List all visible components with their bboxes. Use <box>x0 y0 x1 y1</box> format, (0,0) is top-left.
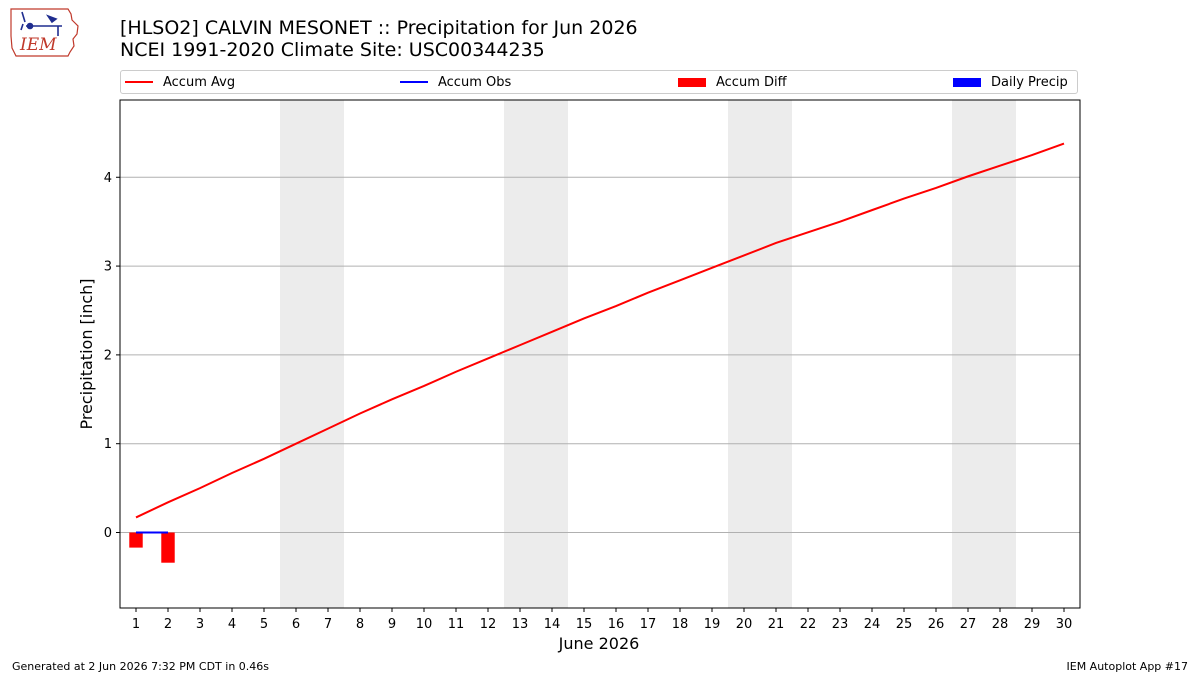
x-tick-label: 1 <box>132 617 140 632</box>
lines <box>135 142 1065 534</box>
x-tick-label: 7 <box>324 617 332 632</box>
x-tick-label: 10 <box>416 617 433 632</box>
x-tick-label: 24 <box>864 617 881 632</box>
x-tick-label: 28 <box>992 617 1009 632</box>
legend-swatch-accum-obs <box>400 81 428 83</box>
footer-generated-text: Generated at 2 Jun 2026 7:32 PM CDT in 0… <box>12 660 270 673</box>
legend-swatch-accum-diff <box>678 77 706 87</box>
chart-title: [HLSO2] CALVIN MESONET :: Precipitation … <box>120 17 638 39</box>
y-tick-label: 0 <box>104 526 112 541</box>
x-tick-label: 4 <box>228 617 236 632</box>
weekend-band <box>952 100 1016 608</box>
y-axis-label: Precipitation [inch] <box>77 278 96 429</box>
x-tick-label: 5 <box>260 617 268 632</box>
chart-subtitle: NCEI 1991-2020 Climate Site: USC00344235 <box>120 39 545 61</box>
legend-swatch-daily-precip <box>953 77 981 87</box>
x-tick-label: 11 <box>448 617 465 632</box>
x-tick-label: 15 <box>576 617 593 632</box>
x-axis-ticks: 1 2 3 4 5 6 7 8 9 10 11 12 13 14 15 16 17 18 19 20 21 22 23 24 2… <box>132 608 1072 632</box>
x-tick-label: 8 <box>356 617 364 632</box>
x-tick-label: 16 <box>608 617 625 632</box>
x-tick-label: 6 <box>292 617 300 632</box>
x-tick-label: 3 <box>196 617 204 632</box>
y-tick-label: 4 <box>104 171 112 186</box>
legend-item-daily-precip: Daily Precip <box>953 73 1068 91</box>
x-tick-label: 21 <box>768 617 785 632</box>
x-tick-label: 26 <box>928 617 945 632</box>
x-tick-label: 9 <box>388 617 396 632</box>
legend-swatch-accum-avg <box>125 81 153 83</box>
iowa-state-outline <box>10 8 79 57</box>
legend-label-accum-obs: Accum Obs <box>438 74 512 90</box>
chart-title-block: [HLSO2] CALVIN MESONET :: Precipitation … <box>120 17 638 61</box>
legend-item-accum-obs: Accum Obs <box>400 73 511 91</box>
legend: Accum Avg Accum Obs Accum Diff Daily Pre… <box>120 70 1078 94</box>
bar-accum-diff <box>129 532 143 548</box>
x-tick-label: 23 <box>832 617 849 632</box>
x-tick-label: 20 <box>736 617 753 632</box>
legend-item-accum-avg: Accum Avg <box>125 73 235 91</box>
x-tick-label: 18 <box>672 617 689 632</box>
x-tick-label: 12 <box>480 617 497 632</box>
x-tick-label: 17 <box>640 617 657 632</box>
x-tick-label: 22 <box>800 617 817 632</box>
logo-text: IEM <box>19 35 57 55</box>
x-tick-label: 30 <box>1056 617 1073 632</box>
y-tick-label: 2 <box>104 348 112 363</box>
legend-label-daily-precip: Daily Precip <box>991 74 1068 90</box>
legend-item-accum-diff: Accum Diff <box>678 73 787 91</box>
weekend-band <box>504 100 568 608</box>
y-gridlines <box>120 176 1080 534</box>
x-tick-label: 29 <box>1024 617 1041 632</box>
bar-accum-diff <box>161 532 175 563</box>
y-tick-label: 1 <box>104 437 112 452</box>
bars <box>129 532 175 563</box>
x-axis-label: June 2026 <box>558 634 640 653</box>
footer-app-text: IEM Autoplot App #17 <box>1066 660 1189 673</box>
weekend-band <box>280 100 344 608</box>
plot-frame <box>119 99 1081 609</box>
y-tick-label: 3 <box>104 260 112 275</box>
y-axis-ticks: 0 1 2 3 4 <box>104 171 120 541</box>
x-tick-label: 14 <box>544 617 561 632</box>
x-tick-label: 19 <box>704 617 721 632</box>
line-accum-avg <box>135 142 1065 519</box>
weather-station-icon <box>20 11 62 36</box>
weekend-shading <box>280 100 1016 608</box>
iem-logo: IEM <box>10 8 79 57</box>
legend-label-accum-diff: Accum Diff <box>716 74 787 90</box>
x-tick-label: 27 <box>960 617 977 632</box>
weekend-band <box>728 100 792 608</box>
x-tick-label: 13 <box>512 617 529 632</box>
x-tick-label: 25 <box>896 617 913 632</box>
legend-label-accum-avg: Accum Avg <box>163 74 236 90</box>
x-tick-label: 2 <box>164 617 172 632</box>
